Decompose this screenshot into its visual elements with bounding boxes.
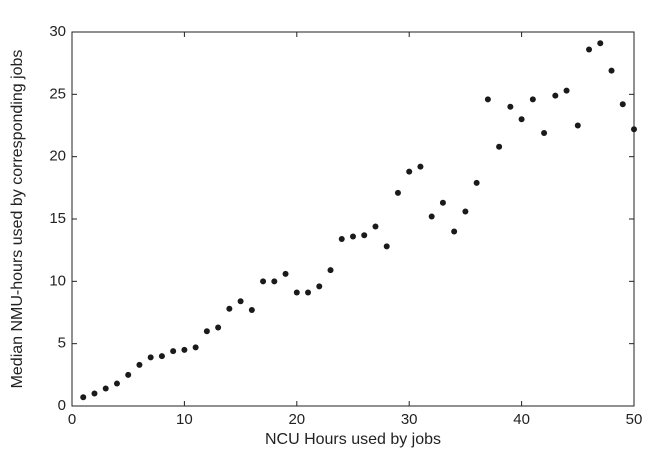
point <box>507 103 514 110</box>
point <box>406 168 413 175</box>
point <box>563 87 570 94</box>
point <box>350 233 356 240</box>
x-tick-label: 40 <box>513 411 530 428</box>
y-tick-label: 10 <box>49 272 66 289</box>
point <box>271 278 278 285</box>
point <box>215 324 222 331</box>
point <box>136 361 143 368</box>
point <box>552 92 559 99</box>
y-tick-label: 30 <box>49 23 66 40</box>
point <box>80 394 87 401</box>
point <box>338 235 345 242</box>
point <box>597 40 604 47</box>
point <box>327 267 334 274</box>
point <box>361 232 368 239</box>
x-tick-label: 30 <box>401 411 418 428</box>
point <box>383 243 390 250</box>
point <box>518 116 525 123</box>
y-tick-label: 5 <box>58 335 66 352</box>
x-tick-label: 50 <box>626 411 643 428</box>
point <box>170 348 177 355</box>
x-tick-label: 20 <box>288 411 305 428</box>
point <box>181 346 188 353</box>
y-tick-label: 0 <box>58 397 66 414</box>
point <box>619 101 626 108</box>
x-tick-label: 10 <box>176 411 193 428</box>
point <box>192 344 199 351</box>
point <box>574 122 581 129</box>
point <box>428 213 435 220</box>
point <box>248 307 255 314</box>
point <box>260 278 267 285</box>
point <box>586 46 593 53</box>
point <box>541 129 548 136</box>
point <box>608 67 615 74</box>
point <box>394 189 401 196</box>
point <box>203 328 210 335</box>
point <box>113 380 120 387</box>
point <box>293 289 300 296</box>
plot-frame <box>71 31 635 407</box>
point <box>439 199 446 206</box>
point <box>417 163 424 170</box>
point <box>237 298 244 305</box>
point <box>125 371 132 378</box>
y-axis-label: Median NMU-hours used by corresponding j… <box>9 50 26 389</box>
point <box>451 228 458 235</box>
point <box>158 353 165 360</box>
point <box>102 385 109 392</box>
point <box>496 143 503 150</box>
y-tick-label: 25 <box>49 85 66 102</box>
point <box>226 305 233 312</box>
point <box>372 223 379 230</box>
point <box>305 289 312 296</box>
point <box>484 96 491 103</box>
point <box>529 96 536 103</box>
point <box>462 208 469 215</box>
point <box>316 283 323 290</box>
x-tick-label: 0 <box>68 411 76 428</box>
point <box>473 179 480 186</box>
x-axis-label: NCU Hours used by jobs <box>265 431 441 448</box>
point <box>282 270 289 277</box>
point <box>631 126 637 133</box>
y-tick-label: 15 <box>49 210 66 227</box>
y-tick-label: 20 <box>49 148 66 165</box>
point <box>147 354 154 361</box>
point <box>91 390 98 397</box>
